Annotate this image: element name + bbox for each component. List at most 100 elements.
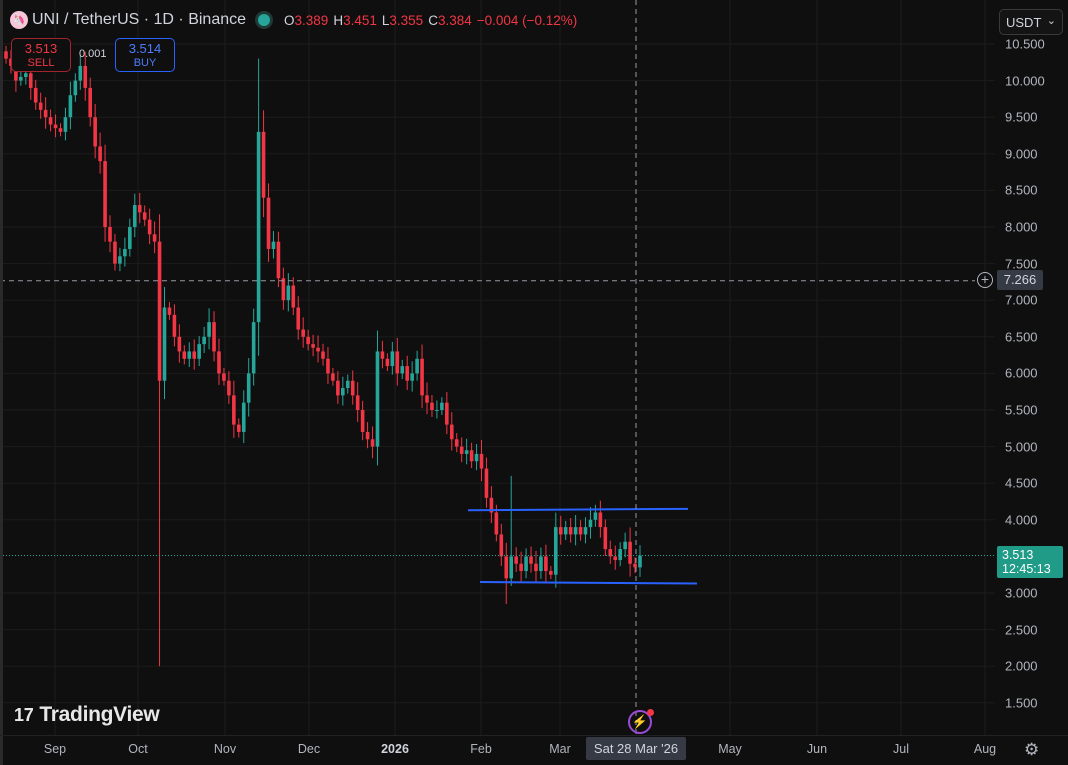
candle-body <box>113 241 117 264</box>
candle-body <box>177 336 182 352</box>
candle-body <box>48 117 53 125</box>
time-axis-label: 2026 <box>381 742 409 756</box>
candle-body <box>534 563 538 572</box>
candle-body <box>14 65 18 81</box>
tradingview-logo[interactable]: 17 TradingView <box>14 703 160 726</box>
candle-body <box>598 512 603 528</box>
candle-body <box>78 65 83 81</box>
currency-select[interactable]: USDT ⌄ <box>999 9 1063 35</box>
time-axis-label: Nov <box>213 742 237 756</box>
uniswap-logo-icon: 🦄 <box>10 11 28 29</box>
price-tick-label: 4.500 <box>1005 475 1038 491</box>
candle-body <box>459 446 464 454</box>
price-tick-label: 10.500 <box>1005 36 1045 52</box>
candle-body <box>301 329 305 337</box>
lightning-events-icon[interactable]: ⚡ <box>628 709 654 734</box>
time-axis-label: Mar <box>549 742 571 756</box>
candle-body <box>103 161 107 227</box>
candle-body <box>217 351 221 374</box>
candle-body <box>38 102 43 110</box>
high-value: H3.451 <box>333 12 377 28</box>
candle-body <box>469 450 474 462</box>
left-toolbar-edge <box>0 0 3 765</box>
candle-body <box>420 358 424 396</box>
candle-body <box>425 395 429 403</box>
time-axis-divider <box>0 735 1068 736</box>
candle-body <box>405 366 410 381</box>
time-axis-label: Feb <box>470 742 492 756</box>
candle-body <box>212 322 216 352</box>
candle-body <box>375 351 380 447</box>
add-alert-plus-icon[interactable]: + <box>977 272 993 288</box>
symbol-legend: 🦄 UNI / TetherUS · 1D · Binance O3.389 H… <box>10 11 577 29</box>
price-chart[interactable] <box>0 0 995 735</box>
candle-body <box>454 439 459 447</box>
candle-body <box>440 402 444 410</box>
buy-button[interactable]: 3.514 BUY <box>115 38 175 72</box>
candle-body <box>28 73 33 88</box>
price-tick-label: 7.000 <box>1005 292 1038 308</box>
price-tick-label: 6.000 <box>1005 365 1038 381</box>
candle-body <box>558 527 563 535</box>
candle-body <box>628 541 632 564</box>
close-value: C3.384 <box>428 12 472 28</box>
candle-body <box>256 131 261 323</box>
time-axis-label: Sep <box>43 742 67 756</box>
candle-body <box>445 402 449 425</box>
candle-body <box>504 556 509 579</box>
candle-body <box>157 241 162 381</box>
candle-body <box>385 358 390 367</box>
candle-body <box>108 227 112 242</box>
candle-body <box>68 95 73 118</box>
candle-body <box>345 380 350 389</box>
candle-body <box>638 555 642 568</box>
candle-body <box>395 351 400 374</box>
candle-body <box>53 124 58 129</box>
candle-body <box>326 358 330 374</box>
candle-body <box>88 87 93 118</box>
trendline <box>479 581 698 585</box>
candle-body <box>549 571 553 575</box>
candle-body <box>633 563 637 568</box>
time-axis-label: Oct <box>128 742 148 756</box>
candle-body <box>33 87 38 103</box>
candle-body <box>232 395 236 425</box>
candle-body <box>281 278 286 301</box>
candle-body <box>573 527 578 535</box>
sell-button[interactable]: 3.513 SELL <box>11 38 71 72</box>
candle-body <box>142 212 147 220</box>
price-tick-label: 2.000 <box>1005 658 1038 674</box>
price-tick-label: 3.000 <box>1005 585 1038 601</box>
candle-body <box>222 373 226 381</box>
candle-body <box>321 351 325 359</box>
settings-gear-icon[interactable]: ⚙ <box>1024 740 1040 759</box>
trendline <box>467 507 689 512</box>
candle-body <box>415 358 419 374</box>
candle-body <box>435 410 439 411</box>
crosshair-date-label: Sat 28 Mar '26 <box>586 737 686 760</box>
candle-body <box>207 322 211 337</box>
candle-body <box>197 344 201 359</box>
candle-body <box>118 256 122 264</box>
time-axis-label: May <box>718 742 742 756</box>
time-axis-label: Jul <box>893 742 909 756</box>
symbol-title[interactable]: UNI / TetherUS · 1D · Binance <box>32 11 247 28</box>
open-value: O3.389 <box>284 12 329 28</box>
candle-body <box>128 227 132 249</box>
candle-body <box>355 395 360 410</box>
candle-body <box>58 128 63 132</box>
price-tick-label: 9.500 <box>1005 109 1038 125</box>
time-axis-label: Aug <box>973 742 997 756</box>
candle-body <box>613 556 618 561</box>
candle-body <box>514 556 518 564</box>
time-axis-label: Jun <box>806 742 828 756</box>
candle-body <box>489 497 494 513</box>
candle-body <box>544 556 548 572</box>
candle-body <box>43 109 48 118</box>
candle-body <box>286 285 291 301</box>
candle-body <box>509 556 514 579</box>
candle-body <box>73 80 78 96</box>
candle-body <box>202 336 206 345</box>
candle-body <box>410 373 414 381</box>
candle-body <box>553 527 558 575</box>
